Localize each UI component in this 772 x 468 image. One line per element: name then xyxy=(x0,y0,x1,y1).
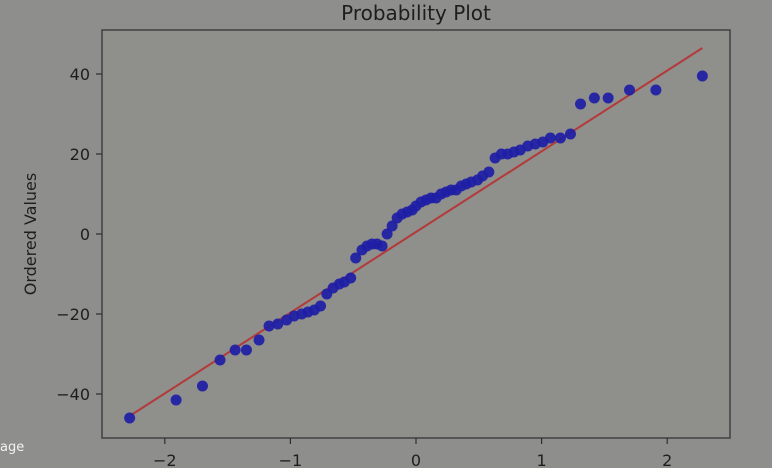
data-point xyxy=(575,98,587,110)
data-point xyxy=(272,318,284,330)
data-point xyxy=(345,272,357,284)
data-point xyxy=(315,300,327,312)
y-tick-label: −20 xyxy=(56,305,90,324)
data-point xyxy=(381,228,393,240)
data-point xyxy=(554,132,566,144)
data-point xyxy=(483,166,495,178)
data-point xyxy=(376,240,388,252)
y-tick-label: 40 xyxy=(70,65,90,84)
y-tick-label: 0 xyxy=(80,225,90,244)
data-point xyxy=(386,220,398,232)
data-point xyxy=(196,380,208,392)
data-point xyxy=(544,132,556,144)
chart-title: Probability Plot xyxy=(341,1,491,25)
data-point xyxy=(124,412,136,424)
data-point xyxy=(696,70,708,82)
data-point xyxy=(602,92,614,104)
data-point xyxy=(588,92,600,104)
fit-line xyxy=(129,47,703,417)
data-point xyxy=(240,344,252,356)
data-point xyxy=(650,84,662,96)
data-point xyxy=(350,252,362,264)
corner-label: age xyxy=(0,440,25,455)
data-point xyxy=(229,344,241,356)
data-point xyxy=(263,320,275,332)
data-point xyxy=(170,394,182,406)
y-axis-label: Ordered Values xyxy=(21,173,40,295)
data-point xyxy=(564,128,576,140)
x-tick-label: −2 xyxy=(153,451,177,468)
data-point xyxy=(624,84,636,96)
x-tick-label: −1 xyxy=(279,451,303,468)
x-tick-label: 1 xyxy=(537,451,547,468)
x-tick-label: 0 xyxy=(411,451,421,468)
data-point xyxy=(214,354,226,366)
y-tick-label: 20 xyxy=(70,145,90,164)
y-tick-label: −40 xyxy=(56,385,90,404)
x-tick-label: 2 xyxy=(662,451,672,468)
data-point xyxy=(253,334,265,346)
